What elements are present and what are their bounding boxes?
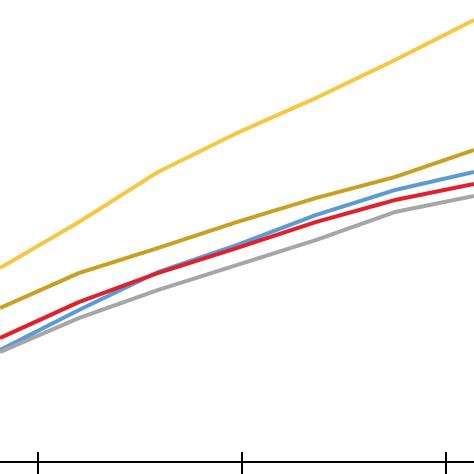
line-series	[0, 170, 474, 352]
line-series	[0, 182, 474, 340]
line-series	[0, 194, 474, 354]
line-series	[0, 18, 474, 270]
line-series	[0, 148, 474, 310]
